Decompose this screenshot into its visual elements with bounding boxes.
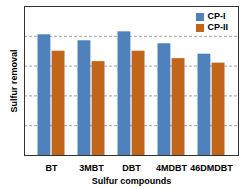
svg-text:BT: BT: [46, 163, 58, 173]
html-text:CP-II: CP-II: [207, 22, 228, 32]
svg-text:Sulfur compounds: Sulfur compounds: [92, 176, 172, 186]
svg-text:4MDBT: 4MDBT: [156, 163, 188, 173]
html-text:CP-I: CP-I: [207, 11, 226, 21]
svg-text:Sulfur removal: Sulfur removal: [9, 49, 19, 112]
svg-text:46DMDBT: 46DMDBT: [190, 163, 233, 173]
svg-text:DBT: DBT: [122, 163, 141, 173]
svg-text:3MBT: 3MBT: [79, 163, 104, 173]
